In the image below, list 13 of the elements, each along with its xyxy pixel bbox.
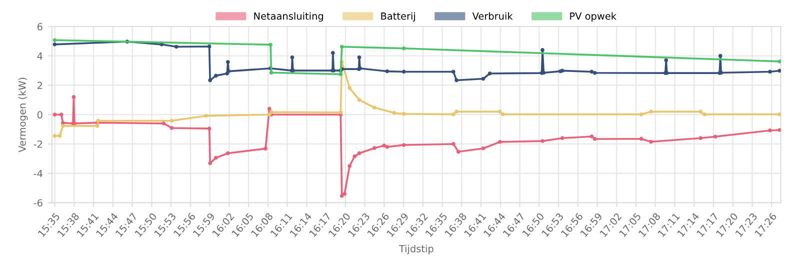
- y-tick-label: 4: [37, 52, 42, 60]
- y-tick-label: -6: [34, 199, 42, 207]
- y-tick-label: 2: [38, 82, 42, 89]
- y-tick-label: -4: [34, 170, 42, 178]
- x-axis-title: Tijdstip: [398, 244, 434, 254]
- y-tick-label: -2: [34, 140, 42, 148]
- legend-label: Netaansluiting: [254, 12, 323, 22]
- legend-label: PV opwek: [570, 12, 616, 22]
- y-tick-label: 6: [37, 22, 42, 30]
- y-axis-title: Vermogen (kW): [18, 78, 28, 152]
- legend-label: Batterij: [381, 12, 415, 22]
- y-tick-label: 0: [37, 111, 42, 118]
- legend-label: Verbruik: [472, 12, 513, 20]
